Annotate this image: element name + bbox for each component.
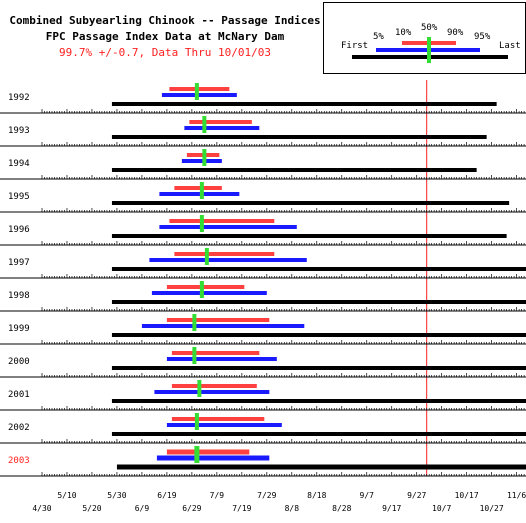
year-label: 1997 [8,258,30,268]
x-tick-label: 8/8 [285,504,300,513]
year-label: 1998 [8,291,30,301]
legend-label-p5: 5% [373,32,384,42]
year-label: 1994 [8,159,30,169]
year-label: 1999 [8,324,30,334]
year-label: 1996 [8,225,30,235]
x-tick-label: 5/20 [82,504,101,513]
year-label: 1992 [8,93,30,103]
chart-title: Combined Subyearling Chinook -- Passage … [9,14,321,27]
x-tick-label: 10/17 [455,491,479,500]
legend-label-p95: 95% [474,32,491,42]
chart-subtitle: FPC Passage Index Data at McNary Dam [45,30,285,43]
chart-subtitle-2: 99.7% +/-0.7, Data Thru 10/01/03 [59,46,271,59]
year-label: 2000 [8,357,30,367]
legend-label-first: First [341,41,369,51]
x-tick-label: 7/29 [257,491,276,500]
x-tick-label: 10/7 [432,504,451,513]
x-tick-label: 7/9 [210,491,225,500]
year-label: 2001 [8,390,30,400]
x-tick-label: 10/27 [480,504,504,513]
x-tick-label: 5/10 [57,491,76,500]
legend-swatches [352,37,508,63]
x-tick-label: 6/9 [135,504,150,513]
year-label: 2002 [8,423,30,433]
year-label: 2003 [8,456,30,466]
legend-label-p50: 50% [421,23,438,33]
x-tick-label: 7/19 [232,504,251,513]
x-tick-label: 8/28 [332,504,351,513]
x-tick-label: 9/17 [382,504,401,513]
x-tick-label: 6/29 [182,504,201,513]
x-tick-label: 5/30 [107,491,126,500]
x-tick-label: 8/18 [307,491,326,500]
x-tick-label: 9/27 [407,491,426,500]
year-label: 1993 [8,126,30,136]
legend-label-p90: 90% [447,28,464,38]
legend-label-last: Last [499,41,521,51]
x-tick-label: 4/30 [32,504,51,513]
legend-label-p10: 10% [395,28,412,38]
x-tick-label: 6/19 [157,491,176,500]
x-tick-label: 11/6 [507,491,526,500]
legend: First 5% 10% 50% 90% 95% Last [323,2,526,74]
x-tick-label: 9/7 [360,491,375,500]
year-label: 1995 [8,192,30,202]
